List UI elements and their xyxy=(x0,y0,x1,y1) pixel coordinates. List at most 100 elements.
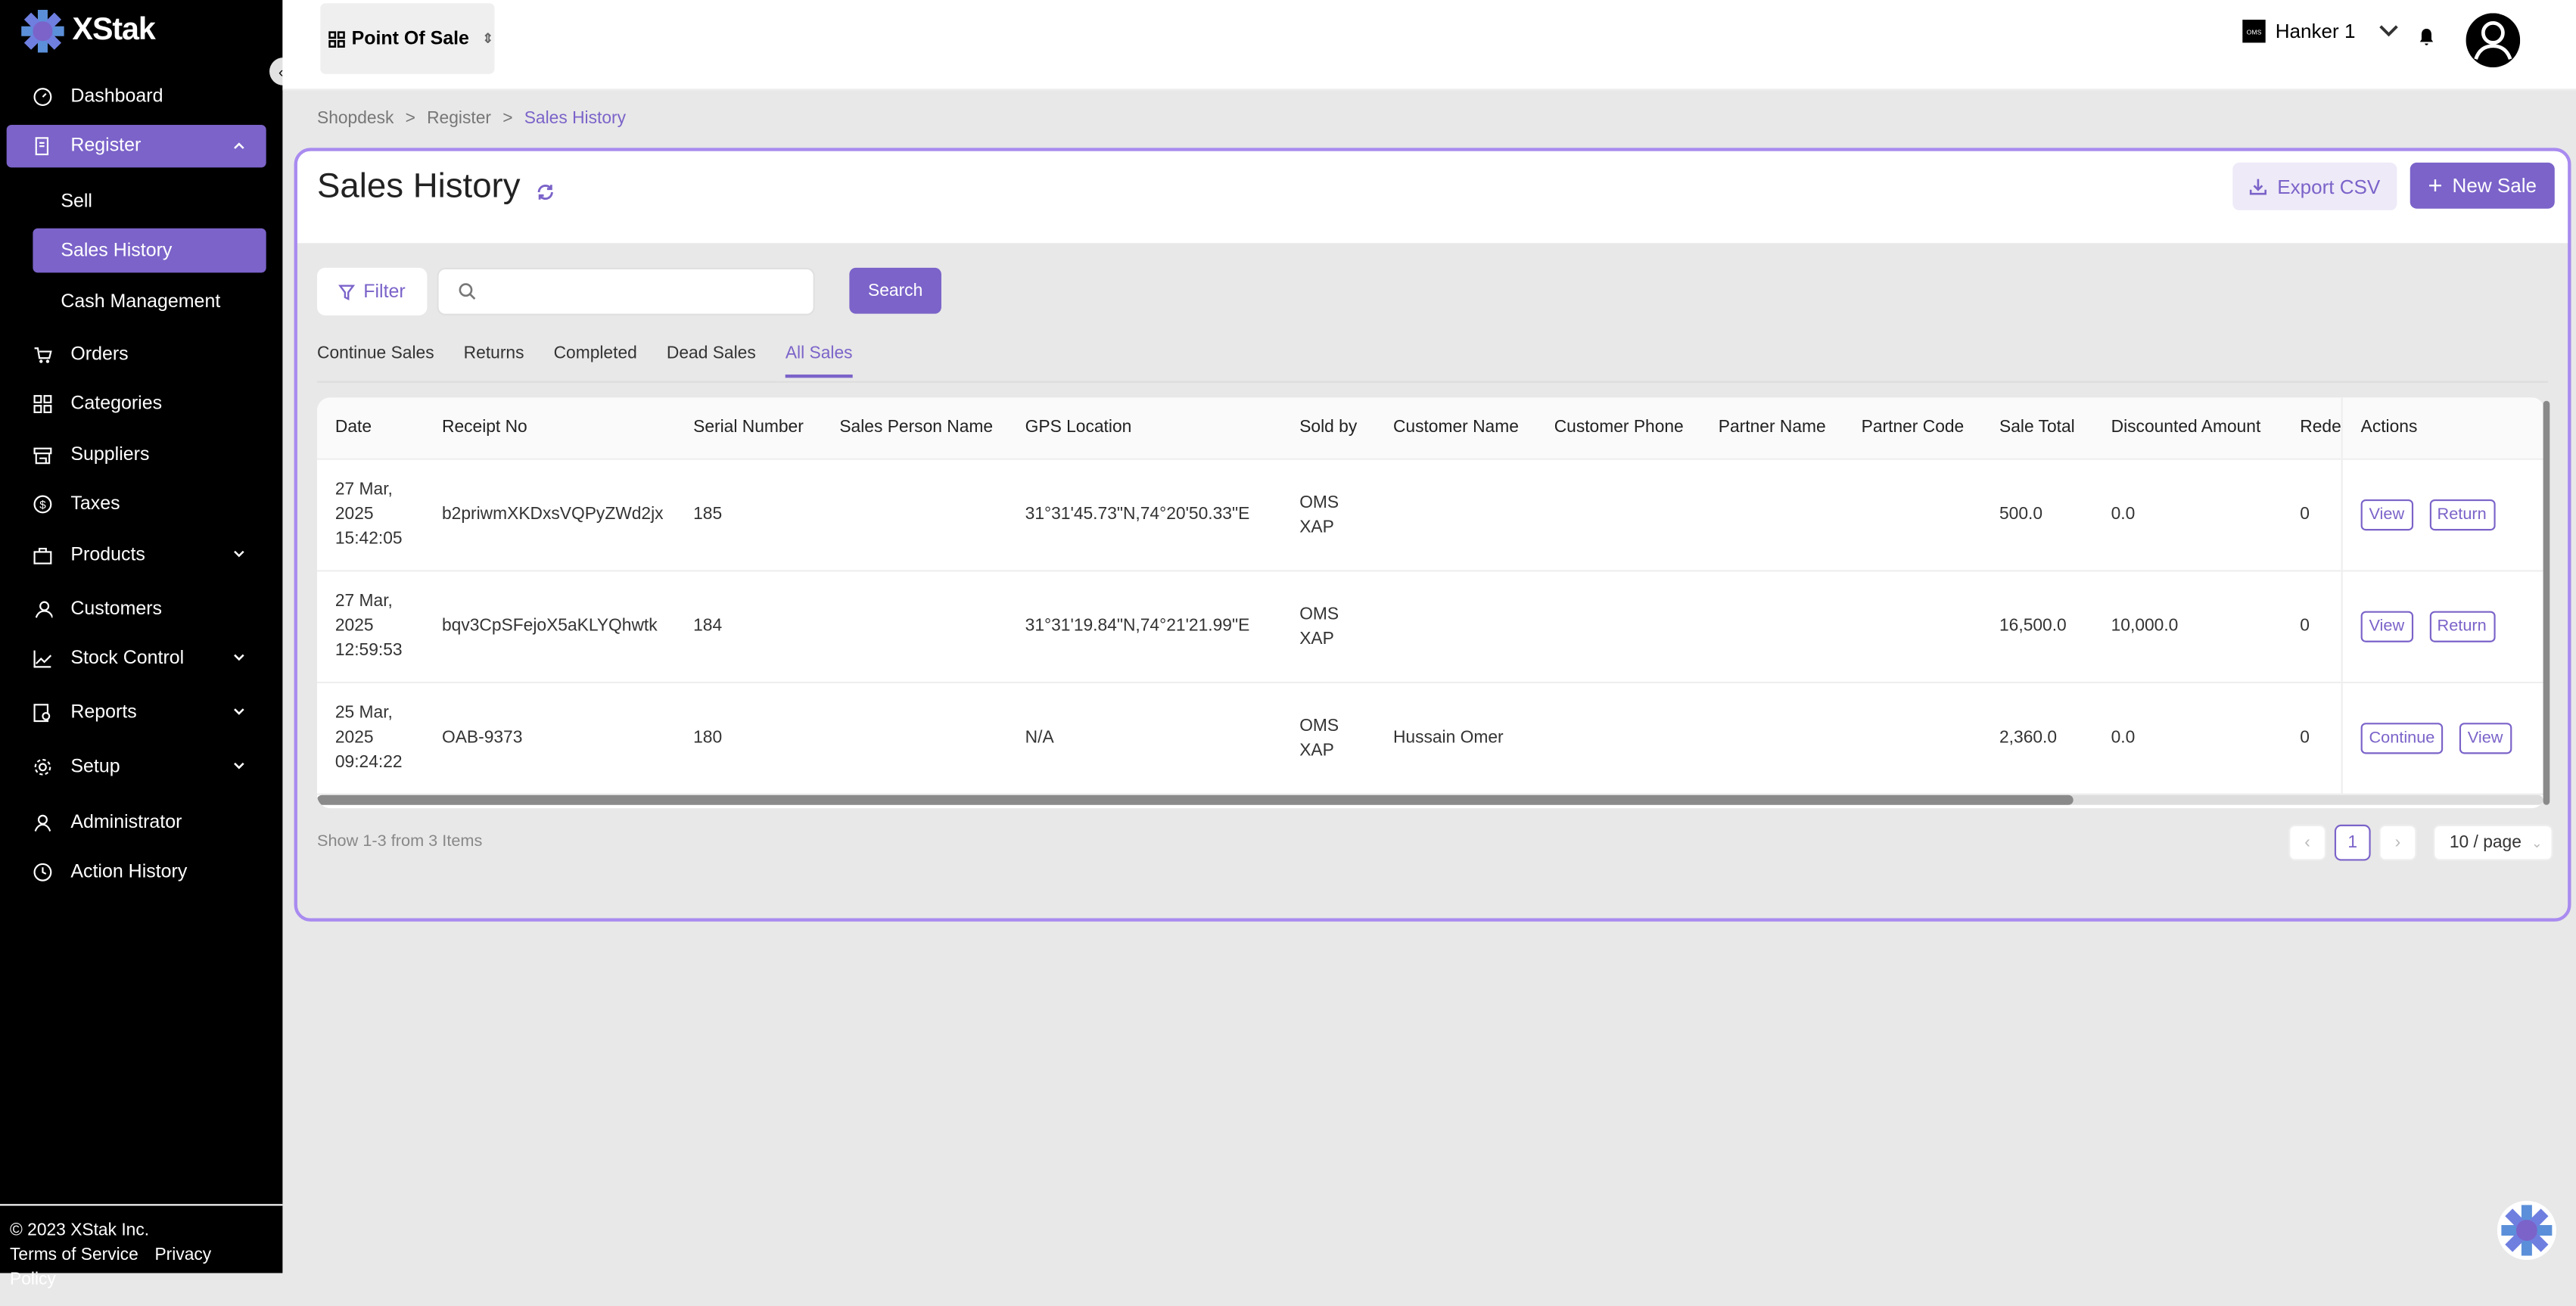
continue-button[interactable]: Continue xyxy=(2360,723,2444,754)
sidebar-item-action-history[interactable]: Action History xyxy=(7,851,266,894)
sidebar-item-customers[interactable]: Customers xyxy=(7,588,266,630)
chevron-down-icon xyxy=(234,654,244,661)
table-cell: 184 xyxy=(693,616,723,636)
xstak-logo[interactable]: XStak xyxy=(20,8,156,54)
app-switcher-label: Point Of Sale xyxy=(351,28,469,49)
tab-completed[interactable]: Completed xyxy=(553,343,637,363)
column-header: Redee xyxy=(2300,417,2341,437)
column-header: Customer Name xyxy=(1392,417,1519,437)
sidebar-item-taxes[interactable]: $ Taxes xyxy=(7,483,266,525)
sidebar-item-administrator[interactable]: Administrator xyxy=(7,801,266,844)
sidebar-subitem-sell[interactable]: Sell xyxy=(61,191,92,211)
sidebar-item-stock-control[interactable]: Stock Control xyxy=(7,637,266,679)
scrollbar-thumb[interactable] xyxy=(316,794,2074,805)
sidebar-item-products[interactable]: Products xyxy=(7,534,266,577)
table-cell xyxy=(1843,683,1981,793)
return-button[interactable]: Return xyxy=(2428,499,2495,531)
horizontal-scrollbar[interactable] xyxy=(316,794,2543,805)
xstak-logo-icon xyxy=(21,10,64,53)
sidebar-item-register[interactable]: Register xyxy=(6,124,266,168)
grid-icon xyxy=(328,30,345,47)
sidebar-item-label: Products xyxy=(70,545,145,565)
tab-dead-sales[interactable]: Dead Sales xyxy=(666,343,756,363)
sidebar: XStak Dashboard Register Sell Sales History… xyxy=(0,0,283,1289)
chevron-down-icon xyxy=(234,708,244,715)
sales-tabs: Continue Sales Returns Completed Dead Sales… xyxy=(317,344,882,378)
refresh-icon[interactable] xyxy=(536,182,555,202)
dashboard-icon xyxy=(33,88,52,107)
table-cell xyxy=(1375,571,1536,681)
return-button[interactable]: Return xyxy=(2428,611,2495,642)
table-cell: 180 xyxy=(693,727,723,748)
sidebar-subitem-cash-management[interactable]: Cash Management xyxy=(61,291,221,312)
bell-icon[interactable] xyxy=(2419,28,2435,48)
download-icon xyxy=(2250,179,2267,195)
page-1-button[interactable]: 1 xyxy=(2334,824,2371,861)
sidebar-item-label: Customers xyxy=(70,599,163,620)
sales-table: Date Receipt No Serial Number Sales Person … xyxy=(316,397,2545,809)
next-page-button[interactable]: › xyxy=(2378,824,2417,861)
sidebar-item-orders[interactable]: Orders xyxy=(7,334,266,376)
sidebar-item-suppliers[interactable]: Suppliers xyxy=(7,434,266,476)
page-size-select[interactable]: 10 / page ⌄ xyxy=(2433,824,2553,861)
filter-button[interactable]: Filter xyxy=(316,267,428,316)
table-cell: 0.0 xyxy=(2111,504,2136,524)
column-header: Sales Person Name xyxy=(839,417,994,437)
user-avatar[interactable] xyxy=(2466,13,2521,68)
search-input[interactable] xyxy=(489,281,814,302)
sidebar-item-categories[interactable]: Categories xyxy=(7,383,266,425)
new-sale-button[interactable]: + New Sale xyxy=(2410,162,2555,209)
export-csv-button[interactable]: Export CSV xyxy=(2232,162,2397,210)
sidebar-item-setup[interactable]: Setup xyxy=(7,746,266,788)
app-switcher[interactable]: Point Of Sale ⇕ xyxy=(320,3,495,74)
chart-icon xyxy=(33,650,52,668)
view-button[interactable]: View xyxy=(2360,499,2413,531)
vertical-scrollbar[interactable] xyxy=(2543,400,2550,805)
table-cell xyxy=(1375,460,1536,570)
tab-all-sales[interactable]: All Sales xyxy=(785,344,853,378)
column-header: Actions xyxy=(2341,397,2543,459)
search-icon xyxy=(459,283,476,300)
table-cell: 0.0 xyxy=(2111,727,2136,748)
table-cell xyxy=(1536,683,1700,793)
sidebar-item-dashboard[interactable]: Dashboard xyxy=(7,76,266,118)
store-selector[interactable]: OMS Hanker 1 xyxy=(2242,20,2398,43)
table-header-row: Date Receipt No Serial Number Sales Person … xyxy=(316,397,2543,460)
table-cell: OAB-9373 xyxy=(441,727,523,748)
breadcrumb: Shopdesk > Register > Sales History xyxy=(316,108,627,129)
search-field[interactable] xyxy=(437,267,815,316)
prev-page-button[interactable]: ‹ xyxy=(2288,824,2327,861)
view-button[interactable]: View xyxy=(2360,611,2413,642)
search-button[interactable]: Search xyxy=(849,267,941,314)
column-header: Sale Total xyxy=(1999,417,2075,437)
floating-xstak-button[interactable] xyxy=(2497,1200,2556,1261)
table-cell xyxy=(821,683,1006,793)
table-cell xyxy=(1700,571,1843,681)
view-button[interactable]: View xyxy=(2459,723,2512,754)
actions-cell: View Return xyxy=(2341,459,2543,571)
table-cell: 0 xyxy=(2300,504,2310,524)
breadcrumb-register[interactable]: Register xyxy=(427,108,492,129)
breadcrumb-shopdesk[interactable]: Shopdesk xyxy=(316,108,394,129)
table-row: 25 Mar, 2025 09:24:22 OAB-9373 180 N/A OMS X… xyxy=(316,683,2543,795)
grid-icon xyxy=(33,395,52,413)
terms-link[interactable]: Terms of Service xyxy=(10,1245,138,1265)
column-header: Receipt No xyxy=(441,417,527,437)
table-cell xyxy=(1700,683,1843,793)
copyright: © 2023 XStak Inc. xyxy=(10,1220,150,1241)
sidebar-item-reports[interactable]: Reports xyxy=(7,692,266,734)
filter-label: Filter xyxy=(363,281,406,302)
table-cell: 2,360.0 xyxy=(1999,727,2058,748)
card-header: Sales History Export CSV + New Sale xyxy=(297,151,2568,244)
user-icon xyxy=(34,814,51,832)
sidebar-item-label: Reports xyxy=(70,703,137,723)
sidebar-footer: © 2023 XStak Inc. Terms of Service Privac… xyxy=(0,1204,283,1306)
sidebar-item-label: Dashboard xyxy=(70,87,163,107)
tab-returns[interactable]: Returns xyxy=(463,343,524,363)
sidebar-subitem-sales-history[interactable]: Sales History xyxy=(33,228,266,273)
table-cell: 16,500.0 xyxy=(1999,616,2067,636)
report-icon xyxy=(33,704,51,723)
table-cell: Hussain Omer xyxy=(1392,727,1504,748)
column-header: Sold by xyxy=(1299,417,1358,437)
tab-continue-sales[interactable]: Continue Sales xyxy=(316,343,434,363)
